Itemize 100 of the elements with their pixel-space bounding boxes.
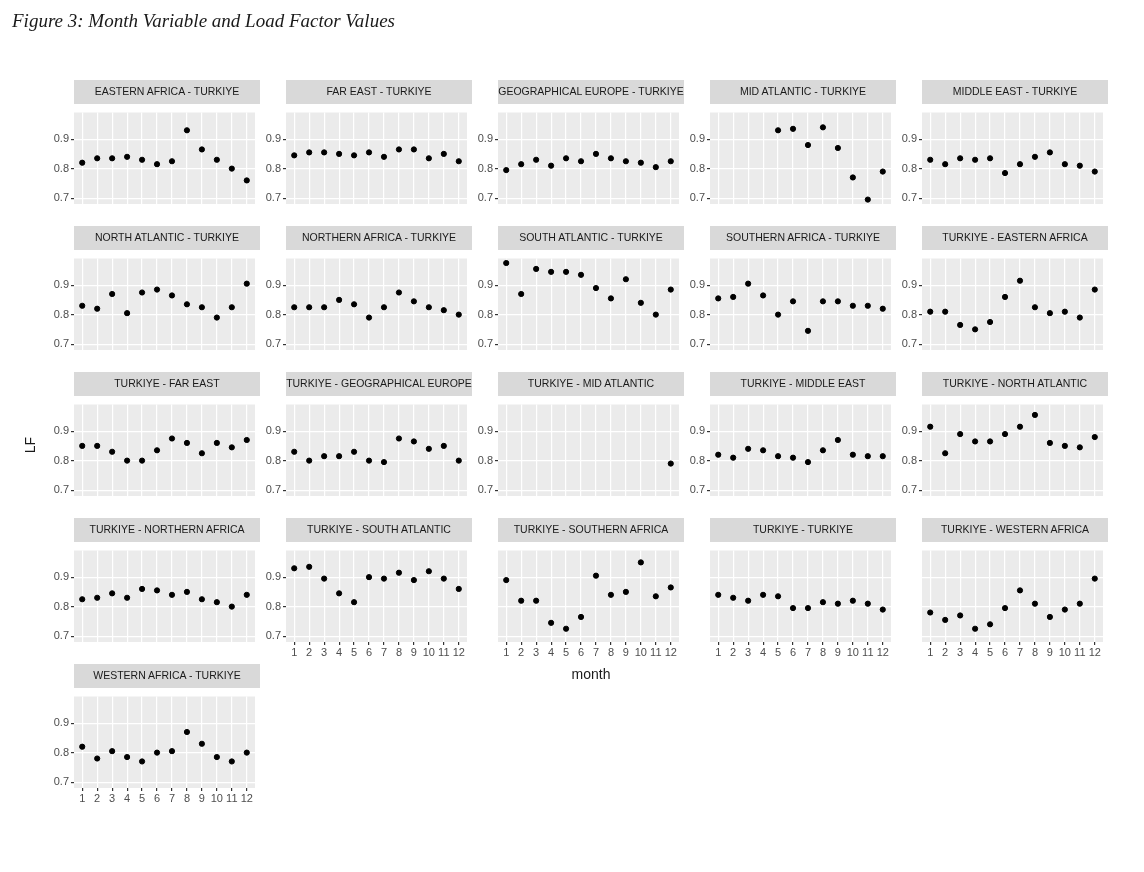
x-tick-label: 10 [422,645,435,658]
x-tick-label: 9 [622,645,629,658]
y-tick-label: 0.9 [53,570,69,583]
x-tick-label: 10 [1058,645,1071,658]
y-tick-label: 0.9 [901,424,917,437]
y-tick-label: 0.8 [265,161,281,174]
x-tick-label: 4 [124,791,131,804]
y-tick-label: 0.8 [53,453,69,466]
x-tick-label: 5 [775,645,782,658]
x-tick-label: 10 [846,645,859,658]
x-tick-label: 3 [109,791,116,804]
y-tick-label: 0.8 [53,161,69,174]
y-tick-label: 0.8 [477,453,493,466]
y-tick-label: 0.7 [265,483,281,496]
chart-title: SOUTHERN AFRICA - TURKIYE [710,226,896,250]
y-tick-label: 0.9 [901,278,917,291]
y-tick-label: 0.8 [477,161,493,174]
y-tick-label: 0.9 [265,132,281,145]
y-tick-label: 0.9 [53,132,69,145]
y-tick-label: 0.9 [901,132,917,145]
x-tick-label: 9 [410,645,417,658]
y-tick-label: 0.8 [477,307,493,320]
x-tick-label: 11 [862,645,874,658]
x-tick-label: 5 [351,645,358,658]
chart-title: NORTH ATLANTIC - TURKIYE [74,226,260,250]
chart-title: TURKIYE - MIDDLE EAST [710,372,896,396]
x-tick-label: 11 [650,645,662,658]
chart-title: FAR EAST - TURKIYE [286,80,472,104]
x-tick-label: 2 [94,791,101,804]
chart-title: NORTHERN AFRICA - TURKIYE [286,226,472,250]
y-tick-label: 0.9 [477,132,493,145]
y-tick-label: 0.9 [265,424,281,437]
chart-title: SOUTH ATLANTIC - TURKIYE [498,226,684,250]
chart-title: TURKIYE - NORTH ATLANTIC [922,372,1108,396]
x-tick-label: 9 [1046,645,1053,658]
y-tick-label: 0.8 [689,453,705,466]
x-tick-label: 1 [927,645,934,658]
x-tick-label: 9 [834,645,841,658]
x-tick-label: 1 [503,645,510,658]
chart-title: MIDDLE EAST - TURKIYE [922,80,1108,104]
y-tick-label: 0.7 [689,483,705,496]
x-tick-label: 4 [548,645,555,658]
y-tick-label: 0.8 [53,745,69,758]
chart-title: TURKIYE - WESTERN AFRICA [922,518,1108,542]
x-tick-label: 7 [168,791,176,804]
y-tick-label: 0.8 [689,307,705,320]
y-tick-label: 0.8 [689,161,705,174]
x-tick-label: 6 [789,645,797,658]
chart-title: WESTERN AFRICA - TURKIYE [74,664,260,688]
chart-title: TURKIYE - GEOGRAPHICAL EUROPE [286,372,472,396]
x-tick-label: 11 [1074,645,1086,658]
x-tick-label: 5 [987,645,994,658]
y-tick-label: 0.7 [53,191,69,204]
y-tick-label: 0.7 [53,629,69,642]
x-tick-label: 3 [957,645,964,658]
x-tick-label: 5 [139,791,146,804]
y-tick-label: 0.9 [53,278,69,291]
y-tick-label: 0.7 [901,337,917,350]
y-tick-label: 0.9 [265,278,281,291]
y-tick-label: 0.7 [477,337,493,350]
y-tick-label: 0.7 [901,191,917,204]
y-tick-label: 0.7 [477,483,493,496]
x-tick-label: 6 [153,791,161,804]
x-tick-label: 3 [321,645,328,658]
y-tick-label: 0.7 [265,191,281,204]
chart-title: GEOGRAPHICAL EUROPE - TURKIYE [498,80,684,104]
y-axis-title: LF [22,436,39,454]
x-tick-label: 11 [438,645,450,658]
x-tick-label: 1 [715,645,722,658]
x-tick-label: 11 [226,791,238,804]
x-tick-label: 8 [819,645,826,658]
y-tick-label: 0.8 [901,453,917,466]
x-tick-label: 4 [972,645,979,658]
y-tick-label: 0.9 [689,424,705,437]
caption: Figure 3: Month Variable and Load Factor Values [12,10,395,32]
y-tick-label: 0.9 [689,278,705,291]
x-tick-label: 12 [452,645,465,658]
chart-title: TURKIYE - MID ATLANTIC [498,372,684,396]
y-tick-label: 0.7 [53,775,69,788]
y-tick-label: 0.7 [265,629,281,642]
x-tick-label: 6 [577,645,585,658]
x-tick-label: 4 [336,645,343,658]
y-tick-label: 0.8 [901,307,917,320]
chart-title: EASTERN AFRICA - TURKIYE [74,80,260,104]
x-tick-label: 7 [380,645,388,658]
y-tick-label: 0.7 [53,483,69,496]
x-tick-label: 2 [942,645,949,658]
y-tick-label: 0.9 [53,716,69,729]
y-tick-label: 0.9 [265,570,281,583]
y-tick-label: 0.8 [53,307,69,320]
x-tick-label: 2 [518,645,525,658]
x-tick-label: 1 [79,791,86,804]
x-tick-label: 12 [876,645,889,658]
x-tick-label: 7 [1016,645,1024,658]
x-tick-label: 9 [198,791,205,804]
y-tick-label: 0.8 [901,161,917,174]
x-tick-label: 8 [395,645,402,658]
x-axis-title: month [570,666,612,682]
y-tick-label: 0.7 [477,191,493,204]
y-tick-label: 0.9 [689,132,705,145]
